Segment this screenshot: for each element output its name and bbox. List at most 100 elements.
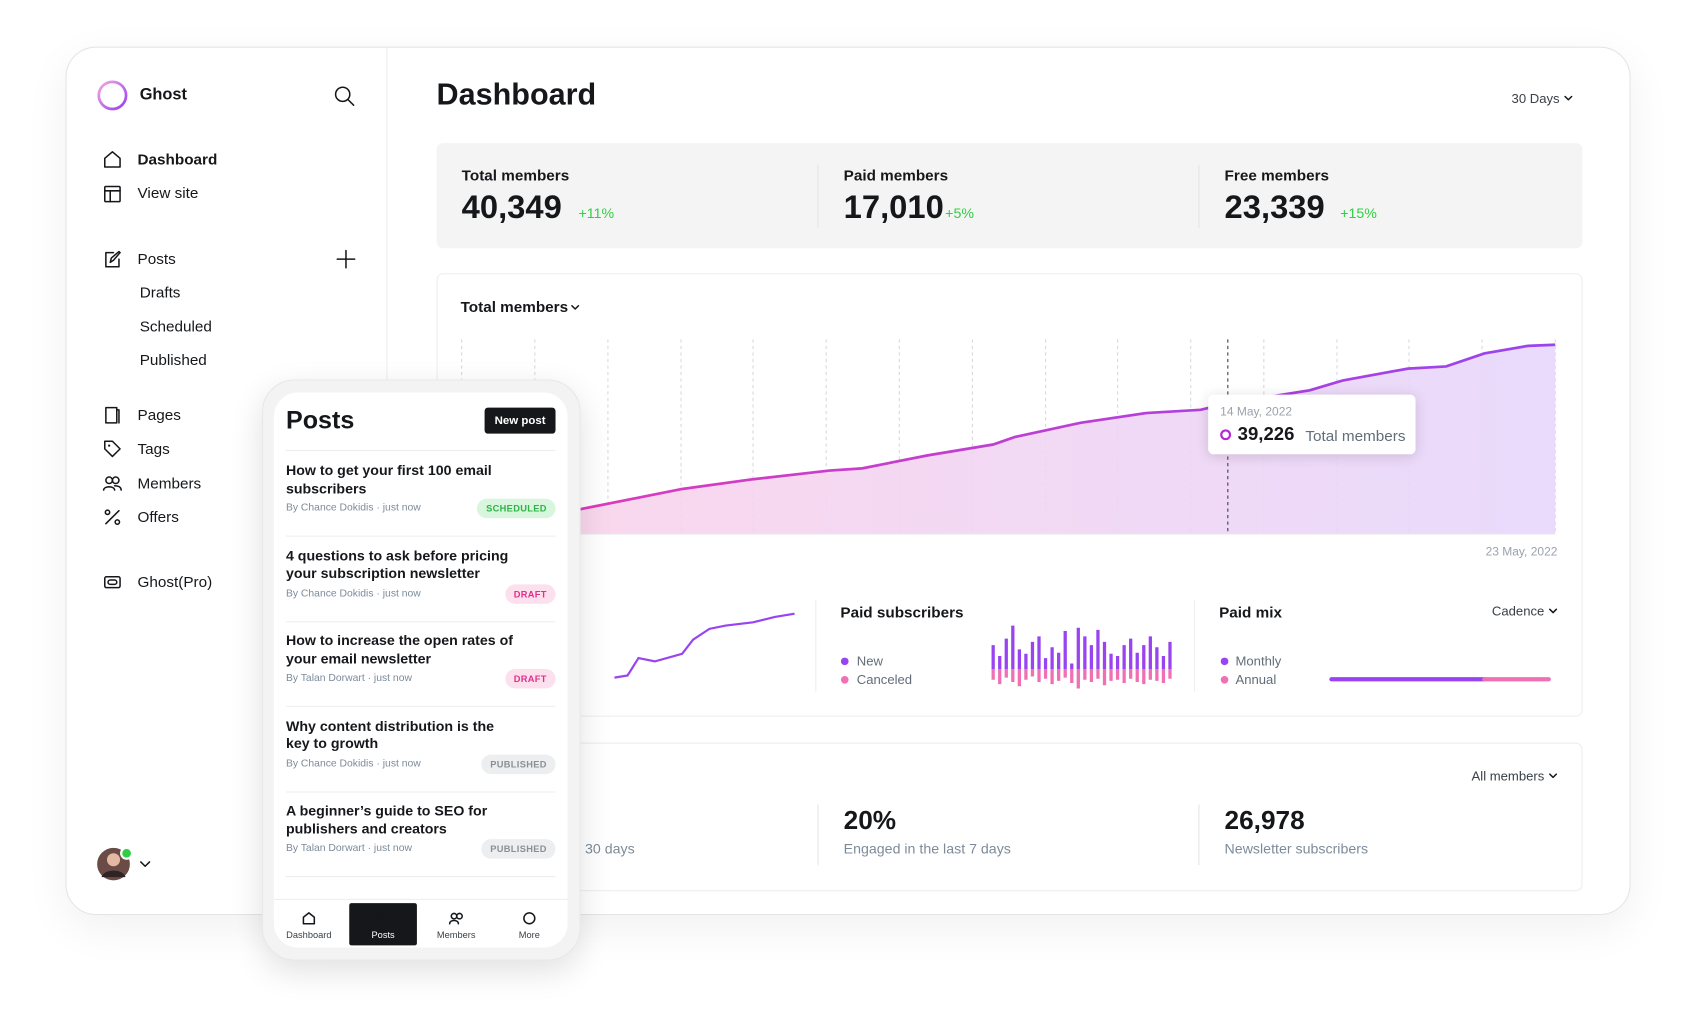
stats-panel	[436, 143, 1583, 249]
tooltip-marker	[1220, 429, 1232, 441]
nav-item[interactable]: Tags	[137, 439, 170, 458]
status-pill: SCHEDULED	[477, 498, 556, 519]
post-row[interactable]: 4 questions to ask before pricing your s…	[285, 547, 556, 622]
divider	[817, 804, 819, 866]
nav-subitem[interactable]: Drafts	[139, 283, 181, 301]
tab[interactable]: Members	[422, 906, 490, 945]
tab-label: Posts	[371, 929, 395, 941]
stat-value: 23,339	[1224, 189, 1325, 226]
metric-label: 30 days	[584, 840, 635, 857]
post-meta: By Talan Dorwart · just now	[285, 842, 412, 855]
metric-value: 26,978	[1224, 806, 1305, 836]
status-pill: PUBLISHED	[481, 754, 556, 774]
post-meta: By Chance Dokidis · just now	[285, 587, 421, 600]
card-title: Paid mix	[1219, 603, 1282, 621]
divider	[1198, 164, 1200, 228]
home-icon	[104, 151, 121, 168]
chart-title[interactable]: Total members	[460, 297, 569, 316]
tab-label: Dashboard	[286, 929, 332, 941]
divider	[285, 449, 556, 452]
stat-label: Total members	[461, 166, 570, 184]
nav-subitem[interactable]: Scheduled	[139, 317, 212, 335]
tooltip	[1208, 394, 1416, 455]
brand[interactable]: Ghost	[139, 85, 188, 105]
chevron	[1549, 773, 1558, 779]
legend-item: New	[856, 653, 883, 669]
chevron	[1549, 608, 1558, 614]
stat-label: Paid members	[843, 166, 949, 184]
stat-value: 17,010	[843, 189, 944, 226]
metric-label: Engaged in the last 7 days	[843, 840, 1011, 857]
tab[interactable]: Dashboard	[275, 906, 343, 945]
nav-item[interactable]: Members	[137, 474, 202, 492]
page-title: Dashboard	[436, 77, 597, 111]
metric-label: Newsletter subscribers	[1224, 840, 1369, 857]
nav-item[interactable]: Ghost(Pro)	[137, 573, 213, 591]
divider	[817, 164, 819, 228]
tab-label: Members	[436, 929, 476, 941]
card-title: Paid subscribers	[840, 603, 964, 621]
tags-icon	[104, 440, 121, 458]
post-title: How to get your first 100 email subscrib…	[285, 461, 492, 497]
tooltip-value: 39,226	[1237, 423, 1295, 445]
nav-item[interactable]: Posts	[137, 250, 176, 268]
end-date: 23 May, 2022	[1485, 545, 1558, 559]
cadence-dropdown[interactable]: Cadence	[1491, 603, 1545, 619]
range-dropdown[interactable]: 30 Days	[1511, 90, 1560, 107]
nav-item[interactable]: Offers	[137, 508, 179, 526]
tab-label: More	[518, 929, 540, 941]
post-row[interactable]: Why content distribution is the key to g…	[285, 718, 556, 793]
chevron	[571, 304, 580, 310]
nav-item[interactable]: Dashboard	[137, 150, 218, 168]
search-icon[interactable]	[334, 86, 356, 108]
post-row[interactable]: How to get your first 100 email subscrib…	[285, 462, 556, 537]
stat-change: +5%	[945, 205, 974, 222]
stat-value: 40,349	[461, 189, 562, 226]
stat-change: +15%	[1340, 205, 1377, 222]
add-post-icon[interactable]	[336, 249, 356, 269]
post-row[interactable]: A beginner’s guide to SEO for publishers…	[285, 803, 556, 878]
post-meta: By Talan Dorwart · just now	[285, 672, 412, 685]
new-post-button[interactable]: New post	[484, 407, 556, 434]
chevron	[1564, 95, 1573, 101]
tab[interactable]: More	[495, 906, 563, 945]
legend-item: Monthly	[1235, 653, 1282, 669]
tooltip-date: 14 May, 2022	[1220, 405, 1293, 419]
members-filter[interactable]: All members	[1471, 768, 1545, 784]
engagement-card	[436, 742, 1583, 892]
nav-item[interactable]: Pages	[137, 406, 181, 424]
metric-value: 20%	[843, 806, 897, 836]
post-row[interactable]: How to increase the open rates of your e…	[285, 632, 556, 708]
post-meta: By Chance Dokidis · just now	[285, 501, 421, 514]
posts-icon	[105, 250, 121, 268]
tooltip-label: Total members	[1305, 426, 1406, 445]
mobile-title: Posts	[285, 405, 355, 434]
post-meta: By Chance Dokidis · just now	[285, 757, 421, 770]
post-title: 4 questions to ask before pricing your s…	[285, 547, 509, 582]
status-pill: DRAFT	[504, 583, 556, 604]
pages-icon	[105, 406, 120, 424]
stat-change: +11%	[578, 205, 615, 222]
tab[interactable]: Posts	[349, 906, 417, 945]
user-menu[interactable]	[97, 846, 162, 886]
status-pill: PUBLISHED	[481, 839, 556, 860]
members-icon	[102, 476, 122, 491]
post-title: A beginner’s guide to SEO for publishers…	[285, 802, 488, 837]
stat-label: Free members	[1224, 166, 1330, 184]
legend-item: Canceled	[856, 671, 913, 688]
offers-icon	[104, 509, 121, 525]
post-title: Why content distribution is the key to g…	[285, 717, 495, 752]
divider	[1198, 804, 1200, 866]
pro-icon	[104, 576, 121, 589]
post-title: How to increase the open rates of your e…	[285, 632, 514, 667]
logo	[97, 80, 128, 111]
nav-subitem[interactable]: Published	[139, 350, 207, 369]
nav-item[interactable]: View site	[137, 183, 199, 202]
tab-bar-border	[273, 898, 568, 900]
view-site-icon	[104, 185, 121, 203]
status-pill: DRAFT	[504, 669, 556, 689]
